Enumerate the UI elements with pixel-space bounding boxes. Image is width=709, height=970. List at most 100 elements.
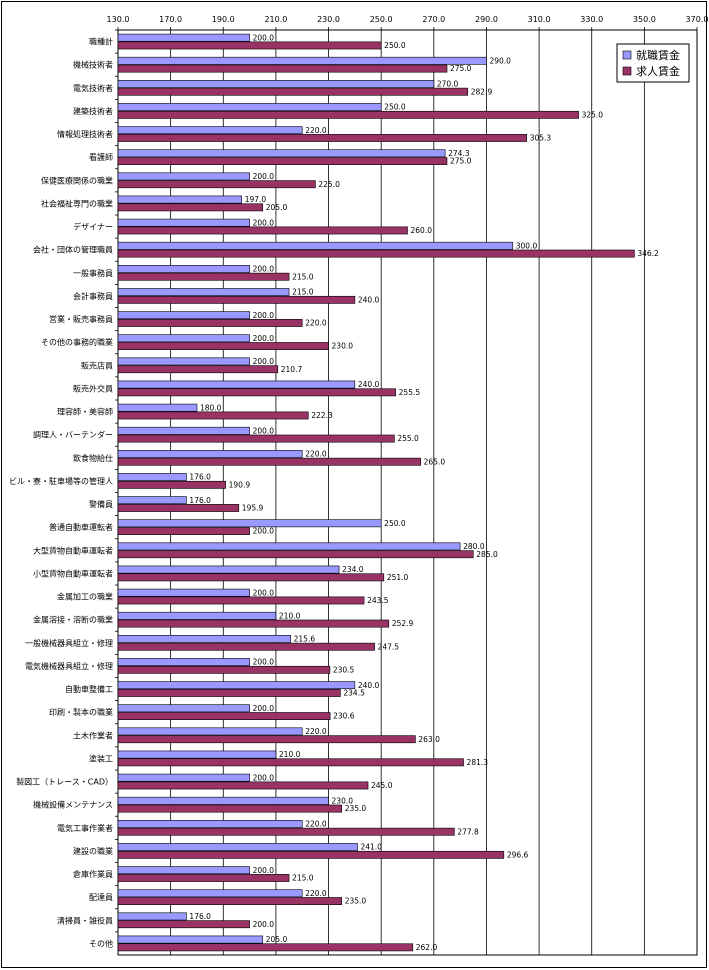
data-label-shuushoku: 220.0	[305, 126, 327, 135]
data-label-shuushoku: 200.0	[253, 265, 275, 274]
bar-kyuujin	[117, 504, 240, 512]
category-label: 機械設備メンテナンス	[33, 800, 113, 810]
bar-shuushoku	[117, 519, 382, 528]
bar-shuushoku	[117, 172, 250, 181]
data-label-shuushoku: 274.3	[448, 149, 470, 158]
legend-label: 就職賃金	[636, 48, 680, 62]
category-label: 金属溶接・溶断の職業	[33, 615, 113, 625]
plot-area	[117, 29, 698, 956]
data-label-shuushoku: 200.0	[253, 426, 275, 435]
data-label-shuushoku: 215.6	[294, 635, 316, 644]
data-label-kyuujin: 210.7	[281, 365, 303, 374]
data-label-kyuujin: 195.9	[242, 504, 264, 513]
data-label-kyuujin: 235.0	[345, 897, 367, 906]
bar-kyuujin	[117, 850, 505, 859]
data-label-kyuujin: 200.0	[253, 920, 275, 929]
category-label: ビル・寮・駐車場等の管理人	[9, 476, 113, 486]
category-label: 会計事務員	[73, 291, 113, 301]
bar-shuushoku	[117, 149, 446, 158]
bar-kyuujin	[117, 619, 390, 628]
category-label: 社会福祉専門の職業	[41, 198, 113, 208]
x-tick-label: 370.0	[686, 15, 709, 24]
data-label-shuushoku: 200.0	[253, 588, 275, 597]
category-label: 営業・販売事務員	[49, 314, 113, 324]
data-label-shuushoku: 234.0	[342, 565, 364, 574]
bar-kyuujin	[117, 457, 421, 466]
category-label: 飲食物給仕	[73, 453, 113, 463]
data-label-kyuujin: 277.8	[457, 827, 479, 836]
x-tick-label: 130.0	[107, 15, 130, 24]
bar-kyuujin	[117, 735, 416, 744]
data-label-shuushoku: 200.0	[253, 172, 275, 181]
bar-kyuujin	[117, 411, 309, 420]
bar-kyuujin	[117, 64, 448, 73]
x-tick-label: 230.0	[317, 15, 340, 24]
bar-shuushoku	[117, 866, 250, 875]
data-label-kyuujin: 281.3	[467, 758, 489, 767]
data-label-kyuujin: 230.5	[333, 665, 355, 674]
category-label: 印刷・製本の職業	[49, 707, 113, 717]
data-label-kyuujin: 235.0	[345, 804, 367, 813]
bar-kyuujin	[117, 596, 365, 605]
bar-shuushoku	[117, 56, 487, 65]
bar-kyuujin	[117, 110, 579, 119]
bar-kyuujin	[117, 41, 382, 50]
bar-shuushoku	[117, 912, 187, 921]
bar-shuushoku	[117, 773, 250, 782]
category-label: 塗装工	[89, 753, 113, 763]
bar-kyuujin	[117, 689, 341, 697]
category-label: 配達員	[89, 892, 113, 902]
data-label-kyuujin: 255.5	[399, 388, 421, 397]
data-label-kyuujin: 285.0	[476, 550, 498, 559]
category-label: 建設の職業	[73, 846, 113, 856]
bar-shuushoku	[117, 241, 514, 250]
bar-kyuujin	[117, 550, 474, 559]
bar-shuushoku	[117, 588, 250, 597]
category-label: 保健医療関係の職業	[41, 175, 113, 185]
data-label-kyuujin: 263.0	[418, 735, 440, 744]
bar-shuushoku	[117, 357, 250, 366]
bar-kyuujin	[117, 920, 250, 929]
category-label: 機械技術者	[73, 60, 113, 70]
bar-kyuujin	[117, 642, 375, 651]
data-label-shuushoku: 210.0	[279, 750, 301, 759]
bar-shuushoku	[117, 311, 250, 320]
bar-shuushoku	[117, 796, 329, 805]
data-label-kyuujin: 205.0	[266, 203, 288, 212]
bar-kyuujin	[117, 874, 290, 882]
legend-swatch	[622, 50, 632, 60]
data-label-shuushoku: 240.0	[358, 681, 380, 690]
bar-shuushoku	[117, 426, 250, 435]
data-label-shuushoku: 250.0	[384, 103, 406, 112]
category-label: 自動車整備工	[65, 684, 113, 694]
category-label: 理容師・美容師	[57, 407, 113, 417]
bar-kyuujin	[117, 203, 264, 212]
x-tick-label: 330.0	[580, 15, 603, 24]
data-label-kyuujin: 245.0	[371, 781, 393, 790]
data-label-kyuujin: 240.0	[358, 295, 380, 304]
data-label-shuushoku: 205.0	[266, 935, 288, 944]
category-label: 一般事務員	[73, 268, 113, 278]
category-label: その他の事務的職業	[41, 337, 113, 347]
bar-shuushoku	[117, 843, 358, 851]
category-label: 製図工（トレース・CAD）	[16, 777, 113, 787]
bar-kyuujin	[117, 665, 331, 674]
bar-kyuujin	[117, 272, 290, 281]
category-label: その他	[89, 938, 113, 948]
data-label-shuushoku: 300.0	[516, 241, 538, 250]
bar-shuushoku	[117, 473, 187, 481]
category-label: 警備員	[89, 499, 113, 509]
category-label: デザイナー	[73, 222, 113, 232]
bar-kyuujin	[117, 226, 408, 235]
category-label: 一般機械器具組立・修理	[25, 638, 113, 648]
bar-shuushoku	[117, 935, 264, 944]
category-label: 情報処理技術者	[57, 129, 113, 139]
bar-kyuujin	[117, 527, 250, 535]
data-label-kyuujin: 230.6	[333, 712, 355, 721]
x-tick-label: 270.0	[422, 15, 445, 24]
bar-kyuujin	[117, 249, 635, 258]
category-label: 清掃員・雑役員	[57, 915, 113, 925]
data-label-shuushoku: 240.0	[358, 380, 380, 389]
category-label: 大型貨物自動車運転者	[33, 545, 113, 555]
